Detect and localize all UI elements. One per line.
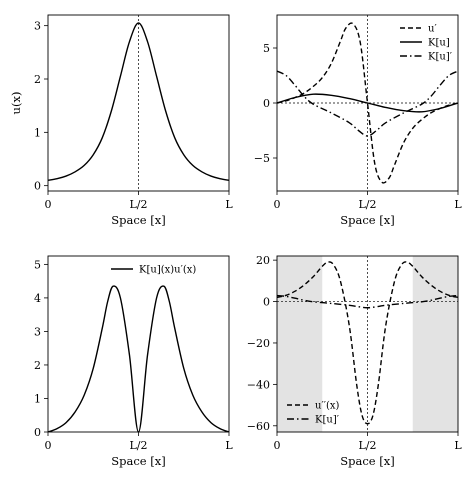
series-line-0 — [277, 22, 458, 184]
panel-bottom-left: 0 L/2 L 0 1 2 3 4 5 Space [x] K[u](x)u′(x) — [34, 255, 233, 468]
y-tick-label: −40 — [247, 378, 270, 391]
x-axis-label: Space [x] — [340, 454, 394, 468]
y-tick-label: 0 — [263, 97, 270, 110]
series-line-1 — [277, 93, 458, 113]
y-tick-label: 0 — [263, 296, 270, 309]
series-line-0 — [48, 285, 229, 432]
y-tick-label: 2 — [34, 359, 41, 372]
shaded-region-1 — [412, 256, 458, 432]
x-tick-label: 0 — [274, 439, 281, 452]
panel-top-right: 0 L/2 L −5 0 5 Space [x] u′ K[u] K[u]′ — [254, 14, 462, 227]
x-tick-label: L/2 — [358, 198, 376, 211]
x-tick-label: 0 — [274, 198, 281, 211]
y-tick-label: 2 — [34, 73, 41, 86]
legend: u′′(x) K[u]′ — [287, 401, 340, 426]
panel-bottom-right: 0 L/2 L −60 −40 −20 0 20 Space [x] u′′(x) K[u]′ — [247, 254, 463, 468]
y-tick-label: 1 — [34, 126, 41, 139]
series-line-0 — [277, 261, 458, 425]
y-tick-label: −20 — [247, 337, 270, 350]
legend-entry: K[u](x)u′(x) — [139, 265, 196, 276]
legend-entry: u′′(x) — [315, 401, 340, 412]
legend: K[u](x)u′(x) — [111, 265, 196, 276]
y-tick-label: 0 — [34, 426, 41, 439]
y-tick-label: 0 — [34, 180, 41, 193]
shaded-region-0 — [277, 256, 323, 432]
y-tick-label: 3 — [34, 325, 41, 338]
x-axis-label: Space [x] — [340, 213, 394, 227]
y-tick-label: 4 — [34, 292, 41, 305]
x-tick-label: 0 — [45, 198, 52, 211]
panel-top-left: 0 L/2 L 0 1 2 3 Space [x] u(x) — [9, 14, 233, 227]
x-tick-label: L — [454, 439, 462, 452]
series-line-2 — [277, 70, 458, 137]
legend-entry: K[u]′ — [428, 52, 453, 63]
series-line-0 — [48, 22, 229, 182]
y-tick-label: 5 — [34, 258, 41, 271]
legend-entry: u′ — [428, 24, 437, 35]
x-tick-label: L/2 — [129, 198, 147, 211]
x-tick-label: L — [225, 198, 233, 211]
legend-entry: K[u] — [428, 38, 450, 49]
axes-frame — [47, 255, 230, 433]
x-axis-label: Space [x] — [111, 213, 165, 227]
x-axis-label: Space [x] — [111, 454, 165, 468]
legend: u′ K[u] K[u]′ — [400, 24, 453, 63]
x-tick-label: L — [454, 198, 462, 211]
y-tick-label: 20 — [256, 254, 270, 267]
y-tick-label: 1 — [34, 392, 41, 405]
y-axis-label: u(x) — [9, 92, 23, 115]
series-line-1 — [277, 294, 458, 309]
x-tick-label: L/2 — [358, 439, 376, 452]
y-tick-label: 3 — [34, 20, 41, 33]
y-tick-label: −60 — [247, 420, 270, 433]
x-tick-label: L/2 — [129, 439, 147, 452]
legend-entry: K[u]′ — [315, 415, 340, 426]
x-tick-label: L — [225, 439, 233, 452]
y-tick-label: 5 — [263, 42, 270, 55]
x-tick-label: 0 — [45, 439, 52, 452]
y-tick-label: −5 — [254, 152, 270, 165]
